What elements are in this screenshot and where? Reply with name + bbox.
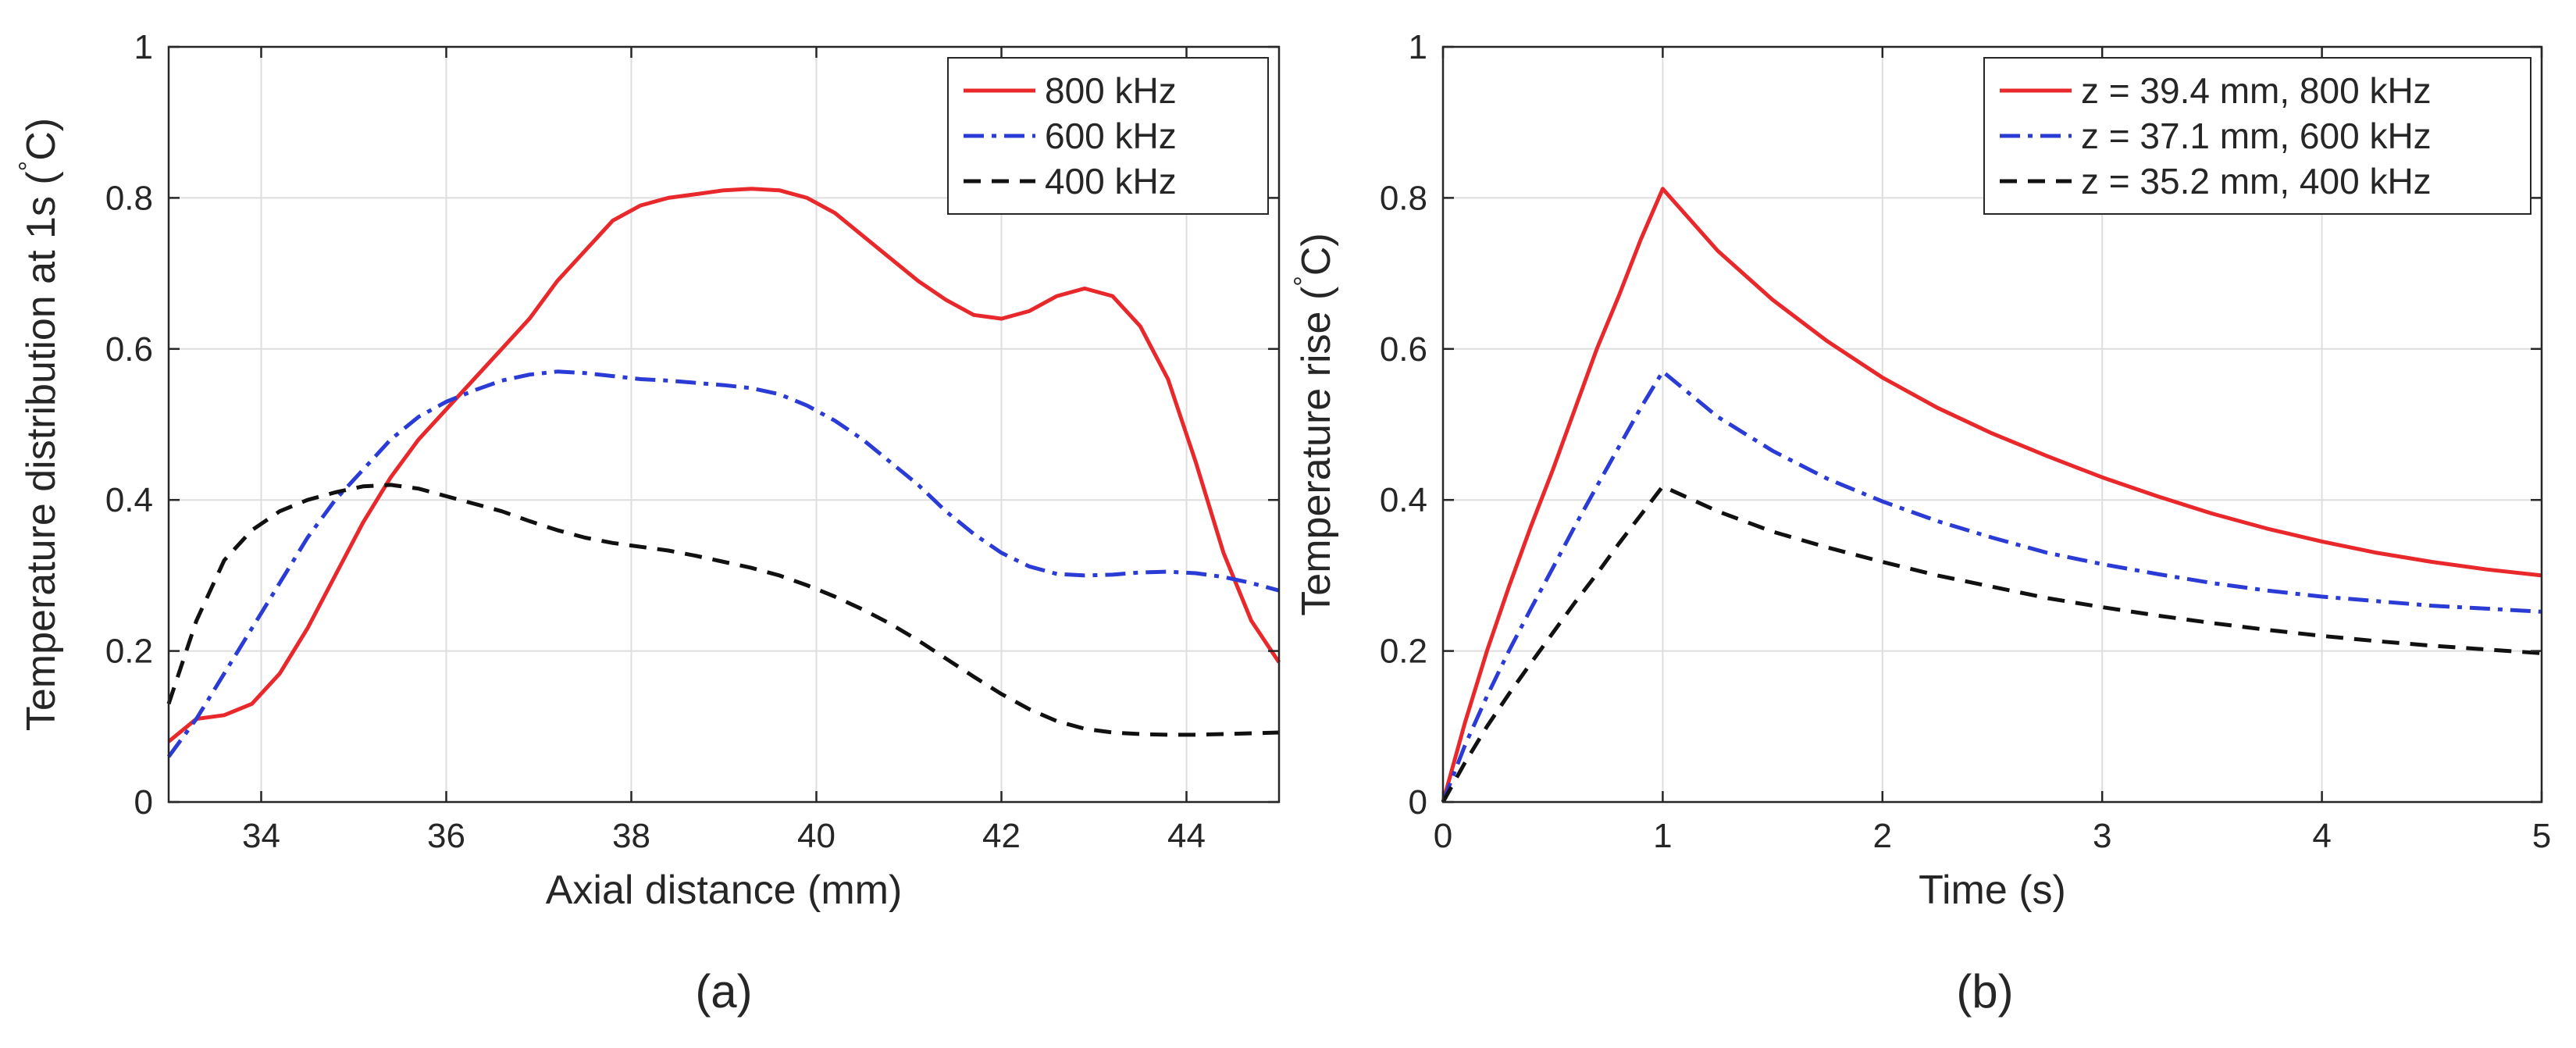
x-tick-label: 44 [1167, 817, 1206, 855]
panel-a-chart: 34 36 38 40 42 44 0 0.2 0.4 0.6 0.8 1 Axial distance… [14, 28, 1281, 913]
legend: z = 39.4 mm, 800 kHz z = 37.1 mm, 600 kHz… [1983, 57, 2531, 215]
y-tick-label: 0.6 [1380, 330, 1427, 369]
y-tick-label: 0.8 [1380, 179, 1427, 217]
x-tick-label: 40 [797, 817, 836, 855]
legend-label-1: 800 kHz [1045, 70, 1177, 111]
y-tick-label: 0.4 [105, 481, 153, 519]
x-tick-label: 36 [427, 817, 465, 855]
legend-box [1983, 57, 2531, 215]
y-axis-label-degree: ° [1289, 276, 1319, 287]
series-line-2 [1441, 369, 2542, 803]
series-line-1 [167, 187, 1281, 743]
panel-b-caption: (b) [1956, 965, 2013, 1018]
y-tick-label: 0 [134, 783, 153, 822]
legend-box [947, 57, 1269, 215]
y-tick-label: 0.6 [105, 330, 153, 369]
legend-label-2: 600 kHz [1045, 116, 1177, 156]
legend-label-1: z = 39.4 mm, 800 kHz [2081, 70, 2432, 111]
x-tick-label: 42 [982, 817, 1021, 855]
x-tick-label: 0 [1434, 817, 1452, 855]
y-tick-label: 1 [134, 28, 153, 66]
x-tick-label: 38 [612, 817, 650, 855]
x-tick-label: 2 [1873, 817, 1892, 855]
axes-box [167, 45, 1281, 804]
x-tick-label: 3 [2093, 817, 2111, 855]
legend-label-3: z = 35.2 mm, 400 kHz [2081, 161, 2432, 201]
y-axis-label-text: Temperature distribution at 1s ( [19, 171, 64, 731]
panel-a-caption: (a) [695, 965, 752, 1018]
x-axis-label: Axial distance (mm) [546, 868, 903, 913]
series-line-2 [166, 369, 1280, 758]
x-axis-label: Time (s) [1919, 868, 2066, 913]
y-tick-label: 0.2 [105, 633, 153, 671]
panel-b-chart: 0 1 2 3 4 5 0 0.2 0.4 0.6 0.8 1 Time (s) Temperature … [1289, 28, 2551, 913]
y-tick-label: 0.2 [1380, 633, 1427, 671]
y-axis-label-text: Temperature rise ( [1294, 286, 1339, 616]
x-tick-label: 34 [242, 817, 280, 855]
axes-box [1441, 45, 2543, 804]
legend-label-2: z = 37.1 mm, 600 kHz [2081, 116, 2432, 156]
series-line-3 [166, 483, 1280, 737]
x-tick-label: 1 [1653, 817, 1672, 855]
y-axis-label: Temperature distribution at 1s (°C) [14, 118, 64, 731]
x-tick-label: 5 [2532, 817, 2551, 855]
y-axis-label-unit: C) [19, 118, 64, 161]
y-axis-label-unit: C) [1294, 233, 1339, 276]
y-tick-label: 0.4 [1380, 481, 1427, 519]
y-axis-label-degree: ° [14, 161, 44, 172]
legend: 800 kHz 600 kHz 400 kHz [947, 57, 1269, 215]
y-axis-label: Temperature rise (°C) [1289, 233, 1339, 615]
series-line-1 [1441, 187, 2542, 803]
y-tick-label: 0 [1409, 783, 1427, 822]
y-tick-label: 0.8 [105, 179, 153, 217]
y-tick-label: 1 [1409, 28, 1427, 66]
x-tick-label: 4 [2312, 817, 2331, 855]
legend-label-3: 400 kHz [1045, 161, 1177, 201]
series-line-3 [1441, 484, 2542, 804]
